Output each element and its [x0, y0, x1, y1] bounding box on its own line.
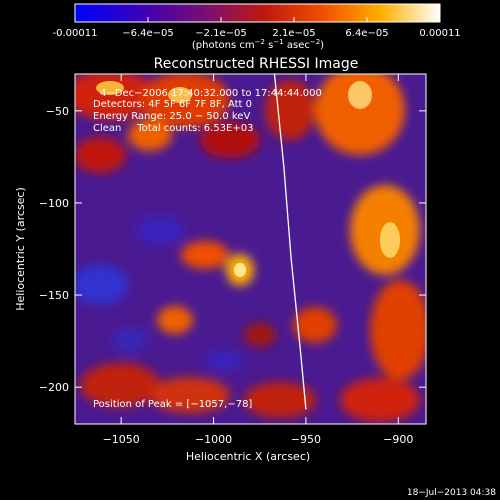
plot-frame — [74, 73, 427, 425]
y-tick-label: −150 — [39, 289, 69, 302]
x-axis-ticks — [120, 74, 399, 424]
chart-title: Reconstructed RHESSI Image — [154, 56, 359, 72]
colorbar-tick-label: -0.00011 — [53, 28, 98, 39]
colorbar-tick-label: −2.1e−05 — [195, 28, 247, 39]
colorbar-tick-label: 6.4e−05 — [345, 28, 388, 39]
x-axis-label: Heliocentric X (arcsec) — [186, 450, 310, 463]
colorbar-tick-label: 2.1e−05 — [272, 28, 315, 39]
x-axis-tick-labels: −1050 −1000 −950 −900 — [103, 433, 414, 446]
annotation-detectors: Detectors: 4F 5F 6F 7F 8F, Att 0 — [93, 99, 252, 110]
colorbar-tick-label: −6.4e−05 — [122, 28, 174, 39]
x-tick-label: −950 — [291, 433, 321, 446]
colorbar-ticks — [74, 17, 441, 22]
x-tick-label: −1050 — [103, 433, 140, 446]
colorbar-unit-label: (photons cm−2 s−1 asec−2) — [192, 38, 324, 51]
footer-date: 18−Jul−2013 04:38 — [407, 488, 496, 498]
annotation-clean: Clean Total counts: 6.53E+03 — [93, 123, 253, 134]
y-tick-label: −100 — [39, 197, 69, 210]
y-axis-tick-labels: −50 −100 −150 −200 — [39, 105, 69, 394]
y-axis-label: Heliocentric Y (arcsec) — [14, 187, 27, 311]
x-tick-label: −1000 — [195, 433, 232, 446]
x-tick-label: −900 — [383, 433, 413, 446]
annotation-peak-position: Position of Peak = [−1057,−78] — [93, 399, 252, 410]
colorbar — [74, 3, 441, 23]
colorbar-tick-label: 0.00011 — [419, 28, 460, 39]
y-tick-label: −50 — [46, 105, 69, 118]
solar-limb-line — [273, 74, 307, 410]
y-tick-label: −200 — [39, 381, 69, 394]
annotation-time: 4−Dec−2006 17:40:32.000 to 17:44:44.000 — [100, 88, 322, 99]
heatmap — [75, 74, 426, 424]
colorbar-tick-labels: -0.00011 −6.4e−05 −2.1e−05 2.1e−05 6.4e−05 0.… — [53, 28, 461, 39]
annotation-energy: Energy Range: 25.0 − 50.0 keV — [93, 111, 250, 122]
y-axis-ticks — [75, 110, 426, 388]
